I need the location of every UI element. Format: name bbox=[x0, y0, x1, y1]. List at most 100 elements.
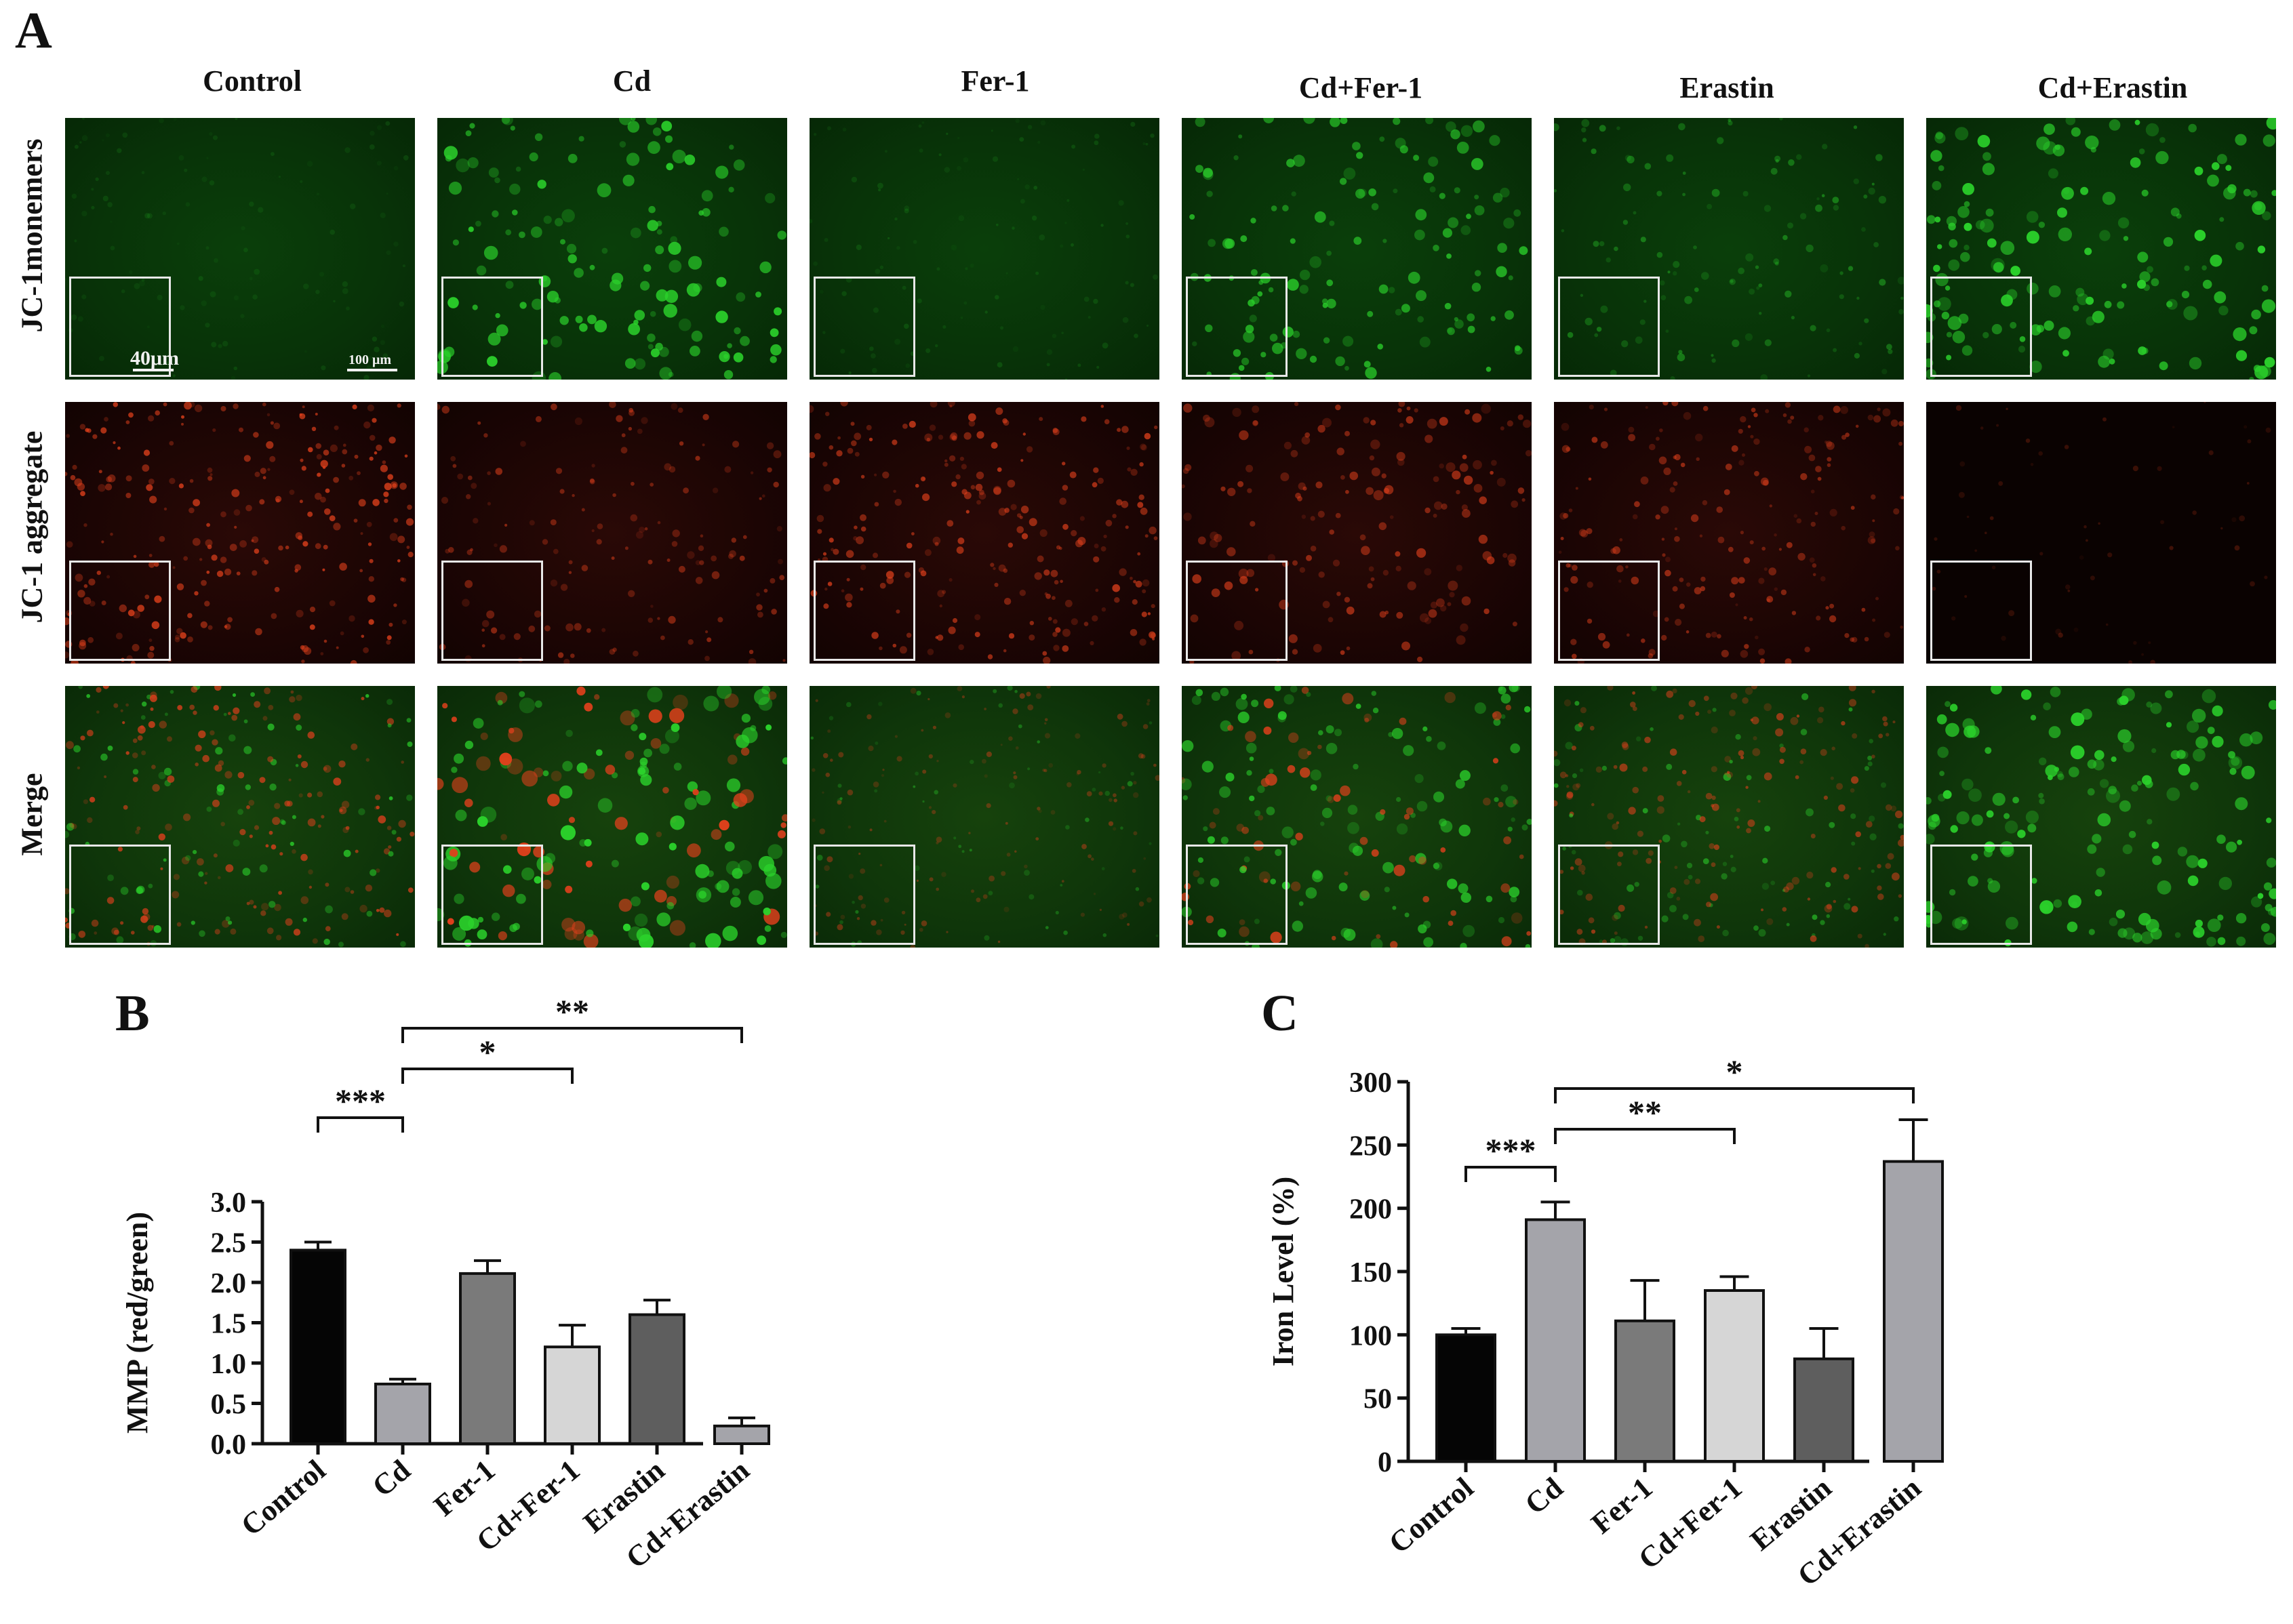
cell-spot bbox=[2061, 186, 2074, 200]
cell-spot bbox=[1945, 285, 1951, 291]
significance-label: ** bbox=[1628, 1093, 1662, 1131]
cell-spot bbox=[1454, 317, 1458, 322]
cell-spot bbox=[626, 153, 640, 166]
cell-spot bbox=[1254, 918, 1260, 925]
cell-spot bbox=[1694, 287, 1699, 292]
cell-spot bbox=[1492, 758, 1499, 764]
cell-spot bbox=[141, 750, 146, 756]
cell-spot bbox=[1037, 555, 1044, 563]
cell-spot bbox=[1812, 563, 1817, 568]
cell-spot bbox=[904, 923, 906, 926]
cell-spot bbox=[956, 546, 964, 554]
cell-spot bbox=[629, 407, 634, 413]
cell-spot bbox=[1205, 915, 1214, 923]
cell-spot bbox=[2219, 217, 2225, 222]
cell-spot bbox=[262, 476, 266, 480]
cell-spot bbox=[471, 483, 477, 489]
cell-spot bbox=[1428, 157, 1439, 167]
cell-spot bbox=[1848, 686, 1856, 691]
cell-spot bbox=[1669, 905, 1677, 912]
cell-spot bbox=[1752, 748, 1761, 756]
cell-spot bbox=[1309, 355, 1317, 363]
cell-spot bbox=[1038, 809, 1042, 813]
cell-spot bbox=[1062, 645, 1069, 652]
cell-spot bbox=[1071, 243, 1074, 247]
cell-spot bbox=[1818, 415, 1824, 421]
cell-spot bbox=[553, 548, 559, 554]
cell-spot bbox=[1950, 825, 1958, 833]
cell-spot bbox=[271, 613, 277, 620]
cell-spot bbox=[397, 559, 401, 563]
cell-spot bbox=[982, 758, 986, 764]
cell-spot bbox=[315, 493, 322, 500]
cell-spot bbox=[1277, 711, 1287, 720]
cell-spot bbox=[812, 818, 816, 822]
cell-spot bbox=[936, 267, 940, 271]
cell-spot bbox=[386, 192, 388, 195]
cell-spot bbox=[442, 703, 448, 709]
cell-spot bbox=[78, 931, 86, 938]
cell-spot bbox=[780, 931, 787, 938]
cell-spot bbox=[372, 336, 378, 342]
cell-spot bbox=[1625, 565, 1629, 569]
cell-spot bbox=[1433, 501, 1443, 510]
cell-spot bbox=[1616, 821, 1620, 825]
cell-spot bbox=[1382, 569, 1389, 576]
cell-spot bbox=[140, 915, 148, 923]
cell-spot bbox=[510, 125, 515, 131]
cell-spot bbox=[1326, 250, 1332, 256]
cell-spot bbox=[1799, 213, 1807, 220]
cell-spot bbox=[683, 487, 689, 494]
cell-spot bbox=[1680, 462, 1686, 468]
cell-spot bbox=[1883, 632, 1890, 638]
cell-spot bbox=[1122, 912, 1128, 918]
cell-spot bbox=[1963, 222, 1972, 231]
cell-spot bbox=[1784, 402, 1791, 408]
cell-spot bbox=[443, 346, 455, 357]
cell-spot bbox=[1717, 634, 1721, 638]
cell-spot bbox=[74, 239, 77, 243]
cell-spot bbox=[243, 719, 248, 724]
cell-spot bbox=[1833, 405, 1841, 413]
cell-spot bbox=[279, 852, 283, 856]
cell-spot bbox=[1826, 904, 1832, 910]
cell-spot bbox=[367, 356, 373, 361]
cell-spot bbox=[325, 905, 333, 914]
cell-spot bbox=[894, 735, 898, 738]
cell-spot bbox=[915, 771, 919, 776]
cell-spot bbox=[773, 481, 779, 488]
cell-spot bbox=[83, 799, 88, 805]
cell-spot bbox=[1050, 810, 1056, 815]
cell-spot bbox=[1012, 226, 1015, 230]
cell-spot bbox=[1711, 795, 1716, 800]
cell-spot bbox=[904, 323, 909, 329]
cell-spot bbox=[993, 487, 1001, 495]
cell-spot bbox=[86, 694, 91, 698]
cell-spot bbox=[150, 707, 154, 711]
cell-spot bbox=[1003, 568, 1008, 573]
cell-spot bbox=[1266, 807, 1275, 815]
cell-spot bbox=[88, 578, 96, 586]
cell-spot bbox=[1389, 287, 1395, 293]
cell-spot bbox=[2145, 123, 2159, 137]
cell-spot bbox=[909, 420, 916, 428]
cell-spot bbox=[393, 165, 399, 171]
cell-spot bbox=[1130, 468, 1138, 476]
cell-spot bbox=[341, 800, 350, 809]
cell-spot bbox=[620, 447, 628, 454]
cell-spot bbox=[148, 561, 155, 568]
cell-spot bbox=[1524, 706, 1531, 713]
zoom-inset bbox=[441, 845, 543, 945]
cell-spot bbox=[975, 483, 983, 491]
cell-spot bbox=[627, 121, 640, 133]
cell-spot bbox=[1660, 295, 1667, 300]
cell-spot bbox=[770, 344, 782, 356]
cell-spot bbox=[1153, 763, 1157, 767]
cell-spot bbox=[1009, 782, 1015, 789]
cell-spot bbox=[1738, 577, 1745, 584]
cell-spot bbox=[1827, 457, 1832, 462]
cell-spot bbox=[673, 694, 688, 710]
cell-spot bbox=[343, 849, 351, 857]
cell-spot bbox=[1607, 813, 1614, 820]
cell-spot bbox=[631, 709, 640, 718]
